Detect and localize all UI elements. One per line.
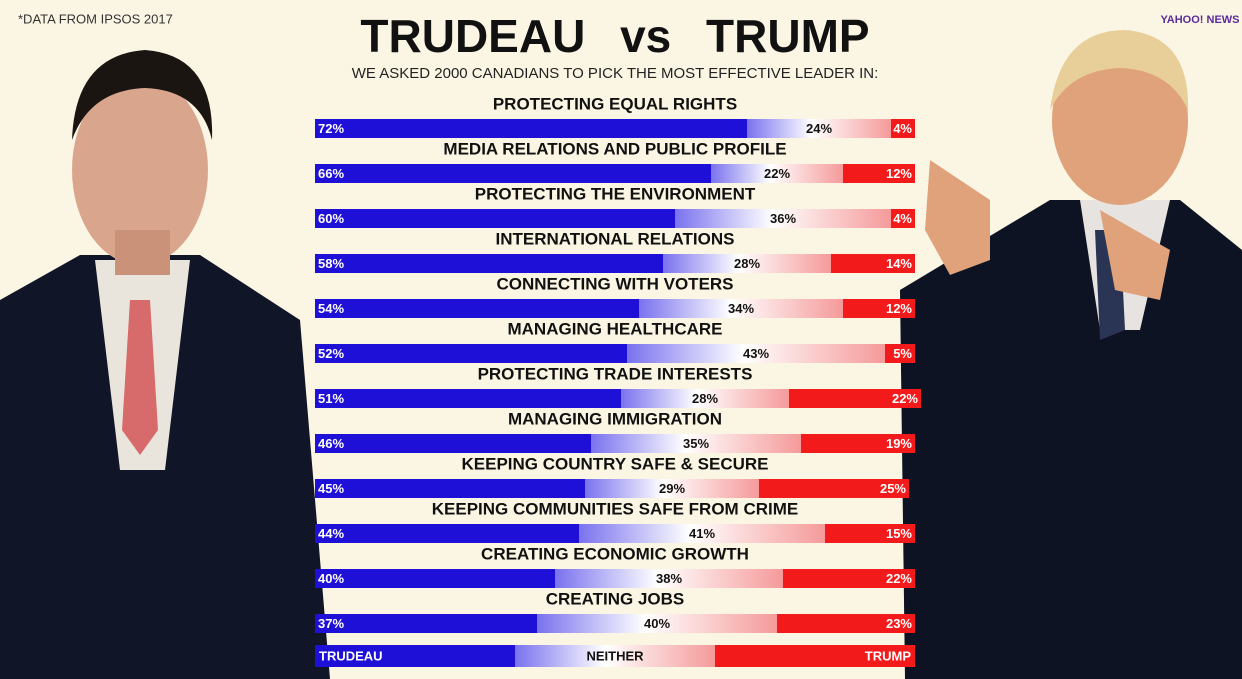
- bar-segment: [315, 209, 675, 228]
- category-label: CREATING ECONOMIC GROWTH: [481, 544, 749, 563]
- category-label: KEEPING COMMUNITIES SAFE FROM CRIME: [432, 499, 798, 518]
- bar-segment: [639, 299, 843, 318]
- bar-segment: [825, 524, 915, 543]
- category-label: MANAGING HEALTHCARE: [507, 319, 722, 338]
- subtitle: WE ASKED 2000 CANADIANS TO PICK THE MOST…: [352, 65, 879, 82]
- legend-label: TRUDEAU: [319, 648, 383, 663]
- legend-label: NEITHER: [586, 648, 644, 663]
- legend-swatch: [715, 645, 915, 667]
- plot: PROTECTING EQUAL RIGHTS 72% 24% 4% MEDIA REL…: [315, 94, 921, 667]
- logo: YAHOO! NEWS: [1160, 14, 1239, 26]
- bar-segment: [621, 389, 789, 408]
- bar-segment: [831, 254, 915, 273]
- value-label: 54%: [318, 301, 344, 316]
- bar-segment: [315, 569, 555, 588]
- category-label: PROTECTING EQUAL RIGHTS: [493, 94, 737, 113]
- value-label: 28%: [734, 256, 760, 271]
- value-label: 19%: [886, 436, 912, 451]
- left-figure: [0, 50, 330, 679]
- value-label: 15%: [886, 526, 912, 541]
- bar-segment: [585, 479, 759, 498]
- value-label: 35%: [683, 436, 709, 451]
- bar-segment: [315, 614, 537, 633]
- value-label: 22%: [764, 166, 790, 181]
- value-label: 45%: [318, 481, 344, 496]
- bar-segment: [783, 569, 915, 588]
- bar-segment: [315, 479, 585, 498]
- value-label: 28%: [692, 391, 718, 406]
- value-label: 52%: [318, 346, 344, 361]
- bar-segment: [555, 569, 783, 588]
- bar-segment: [591, 434, 801, 453]
- value-label: 23%: [886, 616, 912, 631]
- note: *DATA FROM IPSOS 2017: [18, 11, 173, 26]
- legend-swatch: [515, 645, 715, 667]
- value-label: 4%: [893, 211, 912, 226]
- value-label: 34%: [728, 301, 754, 316]
- bar-segment: [747, 119, 891, 138]
- bar-segment: [315, 299, 639, 318]
- value-label: 22%: [886, 571, 912, 586]
- bar-segment: [579, 524, 825, 543]
- value-label: 41%: [689, 526, 715, 541]
- category-label: CONNECTING WITH VOTERS: [496, 274, 733, 293]
- value-label: 29%: [659, 481, 685, 496]
- bar-segment: [675, 209, 891, 228]
- bar-segment: [627, 344, 885, 363]
- value-label: 37%: [318, 616, 344, 631]
- bar-segment: [315, 119, 747, 138]
- bar-segment: [315, 434, 591, 453]
- category-label: KEEPING COUNTRY SAFE & SECURE: [462, 454, 769, 473]
- value-label: 38%: [656, 571, 682, 586]
- bar-segment: [315, 164, 711, 183]
- bar-segment: [891, 119, 915, 138]
- value-label: 40%: [318, 571, 344, 586]
- right-figure: [900, 30, 1242, 679]
- value-label: 14%: [886, 256, 912, 271]
- bar-segment: [801, 434, 915, 453]
- legend-swatch: [315, 645, 515, 667]
- bar-segment: [315, 344, 627, 363]
- value-label: 46%: [318, 436, 344, 451]
- chart-title: TRUDEAU vs TRUMP: [360, 10, 869, 62]
- category-label: CREATING JOBS: [546, 589, 685, 608]
- value-label: 4%: [893, 121, 912, 136]
- bar-segment: [843, 164, 915, 183]
- value-label: 58%: [318, 256, 344, 271]
- value-label: 36%: [770, 211, 796, 226]
- bar-segment: [663, 254, 831, 273]
- bar-segment: [537, 614, 777, 633]
- value-label: 12%: [886, 301, 912, 316]
- value-label: 25%: [880, 481, 906, 496]
- bar-segment: [711, 164, 843, 183]
- category-label: PROTECTING THE ENVIRONMENT: [475, 184, 756, 203]
- bar-segment: [315, 524, 579, 543]
- bar-segment: [777, 614, 915, 633]
- value-label: 60%: [318, 211, 344, 226]
- legend-label: TRUMP: [865, 648, 912, 663]
- value-label: 72%: [318, 121, 344, 136]
- value-label: 24%: [806, 121, 832, 136]
- value-label: 44%: [318, 526, 344, 541]
- value-label: 40%: [644, 616, 670, 631]
- value-label: 51%: [318, 391, 344, 406]
- category-label: MANAGING IMMIGRATION: [508, 409, 722, 428]
- bar-segment: [759, 479, 909, 498]
- value-label: 12%: [886, 166, 912, 181]
- category-label: PROTECTING TRADE INTERESTS: [478, 364, 753, 383]
- value-label: 22%: [892, 391, 918, 406]
- bar-segment: [885, 344, 915, 363]
- bar-segment: [789, 389, 921, 408]
- category-label: INTERNATIONAL RELATIONS: [496, 229, 735, 248]
- bar-segment: [843, 299, 915, 318]
- bar-segment: [315, 254, 663, 273]
- value-label: 66%: [318, 166, 344, 181]
- bar-segment: [891, 209, 915, 228]
- category-label: MEDIA RELATIONS AND PUBLIC PROFILE: [443, 139, 786, 158]
- value-label: 43%: [743, 346, 769, 361]
- bar-segment: [315, 389, 621, 408]
- value-label: 5%: [893, 346, 912, 361]
